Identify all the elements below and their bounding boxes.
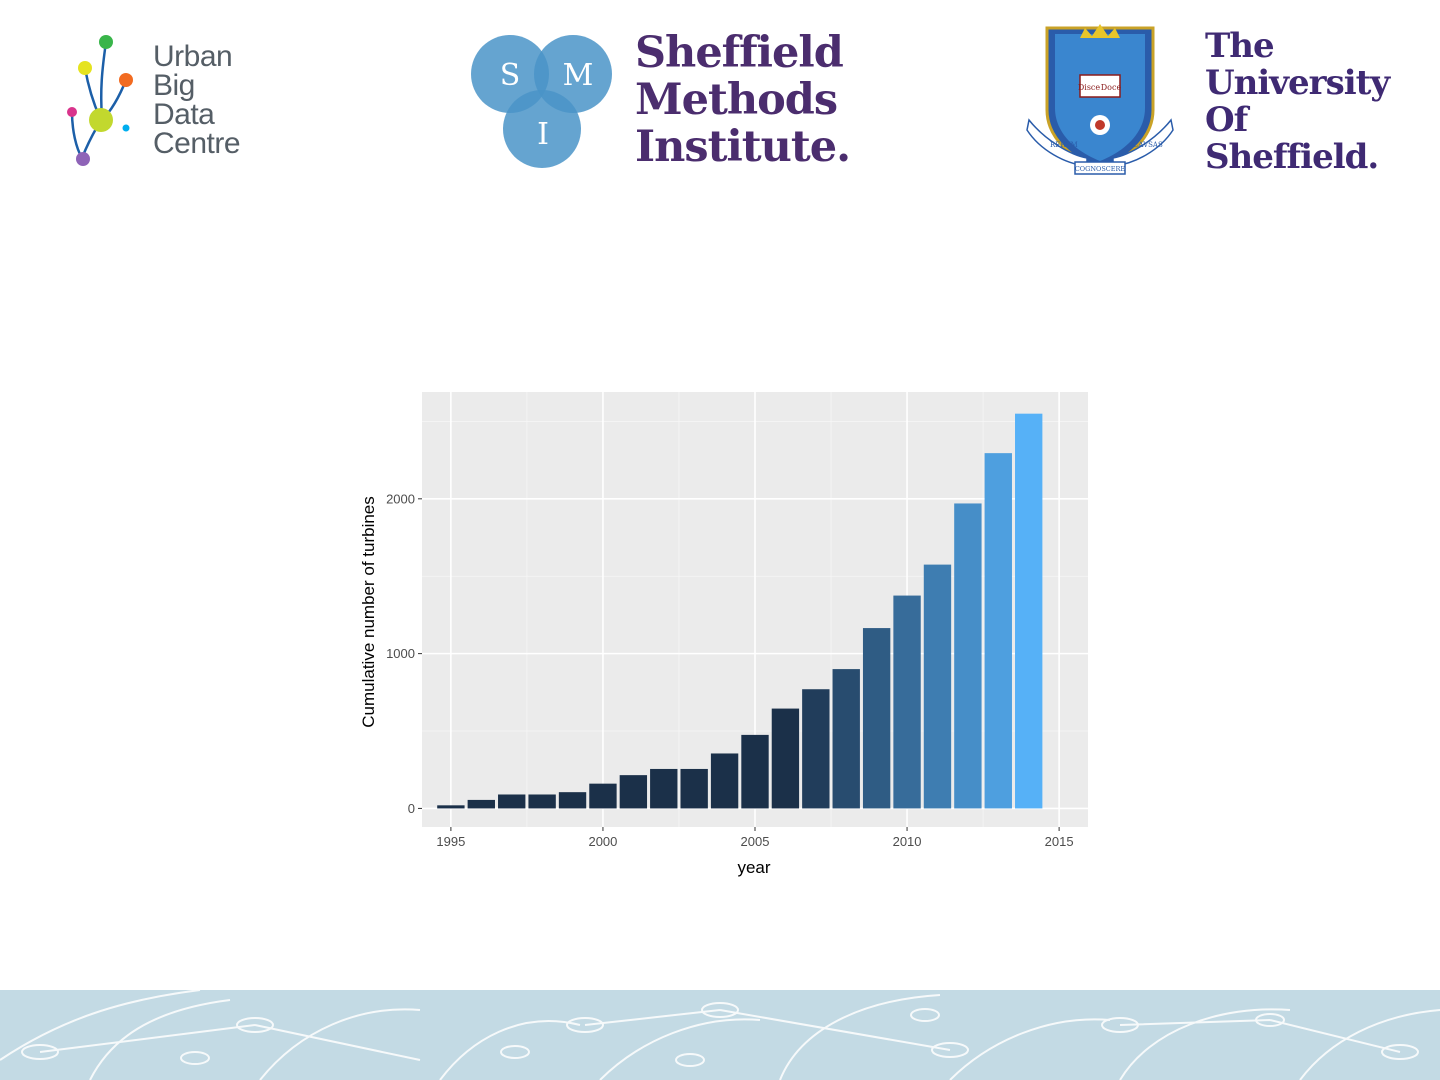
- bar-2012: [954, 503, 982, 809]
- ubdc-line: Big: [153, 69, 195, 102]
- smi-line: Sheffield: [635, 28, 844, 78]
- bar-1999: [558, 792, 587, 809]
- bar-2013: [984, 453, 1012, 809]
- bar-1996: [467, 799, 495, 809]
- ubdc-line: Centre: [153, 127, 241, 160]
- smi-line: Institute.: [635, 122, 851, 172]
- uos-crest-icon: Disce Doce RERVM COGNOSCERE CAVSAS: [1026, 24, 1174, 175]
- bar-2007: [802, 689, 830, 809]
- bar-2000: [589, 783, 617, 809]
- bar-2003: [680, 768, 708, 809]
- bar-2014: [1015, 413, 1043, 809]
- smi-line: Methods: [635, 75, 838, 125]
- ubdc-line: Data: [153, 98, 215, 131]
- bar-2004: [710, 753, 739, 809]
- bar-1998: [528, 794, 556, 809]
- x-tick-label: 1995: [436, 834, 465, 849]
- bar-2005: [741, 734, 769, 809]
- bar-2009: [862, 628, 891, 809]
- crest-word: Doce: [1101, 83, 1122, 92]
- x-axis-ticks: 1995 2000 2005 2010 2015: [436, 827, 1074, 849]
- crest-word: CAVSAS: [1133, 141, 1163, 149]
- smi-venn-icon: S M I: [471, 35, 612, 168]
- smi-logo: S M I: [470, 28, 840, 178]
- ubdc-line: Urban: [153, 40, 233, 73]
- uos-line: University: [1205, 63, 1390, 103]
- ubdc-logo: [60, 30, 260, 175]
- y-tick-label: 2000: [386, 491, 415, 506]
- bars: [437, 413, 1043, 809]
- uos-logo-text: The University Of Sheffield.: [1205, 26, 1390, 177]
- ubdc-logo-text: Urban Big Data Centre: [153, 40, 241, 160]
- uos-line: Sheffield.: [1205, 137, 1379, 177]
- crest-word: RERVM: [1050, 141, 1078, 149]
- y-axis-label: Cumulative number of turbines: [359, 496, 378, 728]
- bar-2001: [619, 775, 648, 809]
- smi-logo-text: Sheffield Methods Institute.: [635, 28, 851, 172]
- x-tick-label: 2010: [893, 834, 922, 849]
- smi-letter: I: [537, 117, 549, 152]
- y-tick-label: 0: [408, 801, 415, 816]
- smi-letter: S: [500, 58, 521, 93]
- footer-network-band: [0, 990, 1440, 1080]
- bar-2008: [832, 669, 860, 809]
- y-tick-label: 1000: [386, 646, 415, 661]
- bar-2006: [771, 708, 800, 809]
- network-pattern-icon: [0, 990, 1440, 1080]
- bar-1997: [498, 794, 526, 809]
- crest-word: Disce: [1078, 83, 1101, 92]
- turbines-bar-chart: 0 1000 2000 1995 2000 2005 2010 2015 year Cumu…: [359, 392, 1088, 877]
- bar-2010: [893, 595, 921, 809]
- bar-2011: [923, 564, 952, 809]
- uos-line: The: [1205, 26, 1275, 66]
- bar-1995: [437, 805, 465, 809]
- x-axis-label: year: [737, 858, 770, 877]
- x-tick-label: 2000: [588, 834, 617, 849]
- smi-letter: M: [563, 58, 594, 93]
- uos-crest: Disce Doce RERVM COGNOSCERE CAVSAS: [1025, 20, 1175, 180]
- x-tick-label: 2005: [741, 834, 770, 849]
- ubdc-tree-icon: [67, 35, 133, 166]
- x-tick-label: 2015: [1045, 834, 1074, 849]
- uos-line: Of: [1205, 100, 1248, 140]
- y-axis-ticks: 0 1000 2000: [386, 491, 422, 816]
- crest-word: COGNOSCERE: [1075, 165, 1126, 173]
- bar-2002: [650, 768, 678, 809]
